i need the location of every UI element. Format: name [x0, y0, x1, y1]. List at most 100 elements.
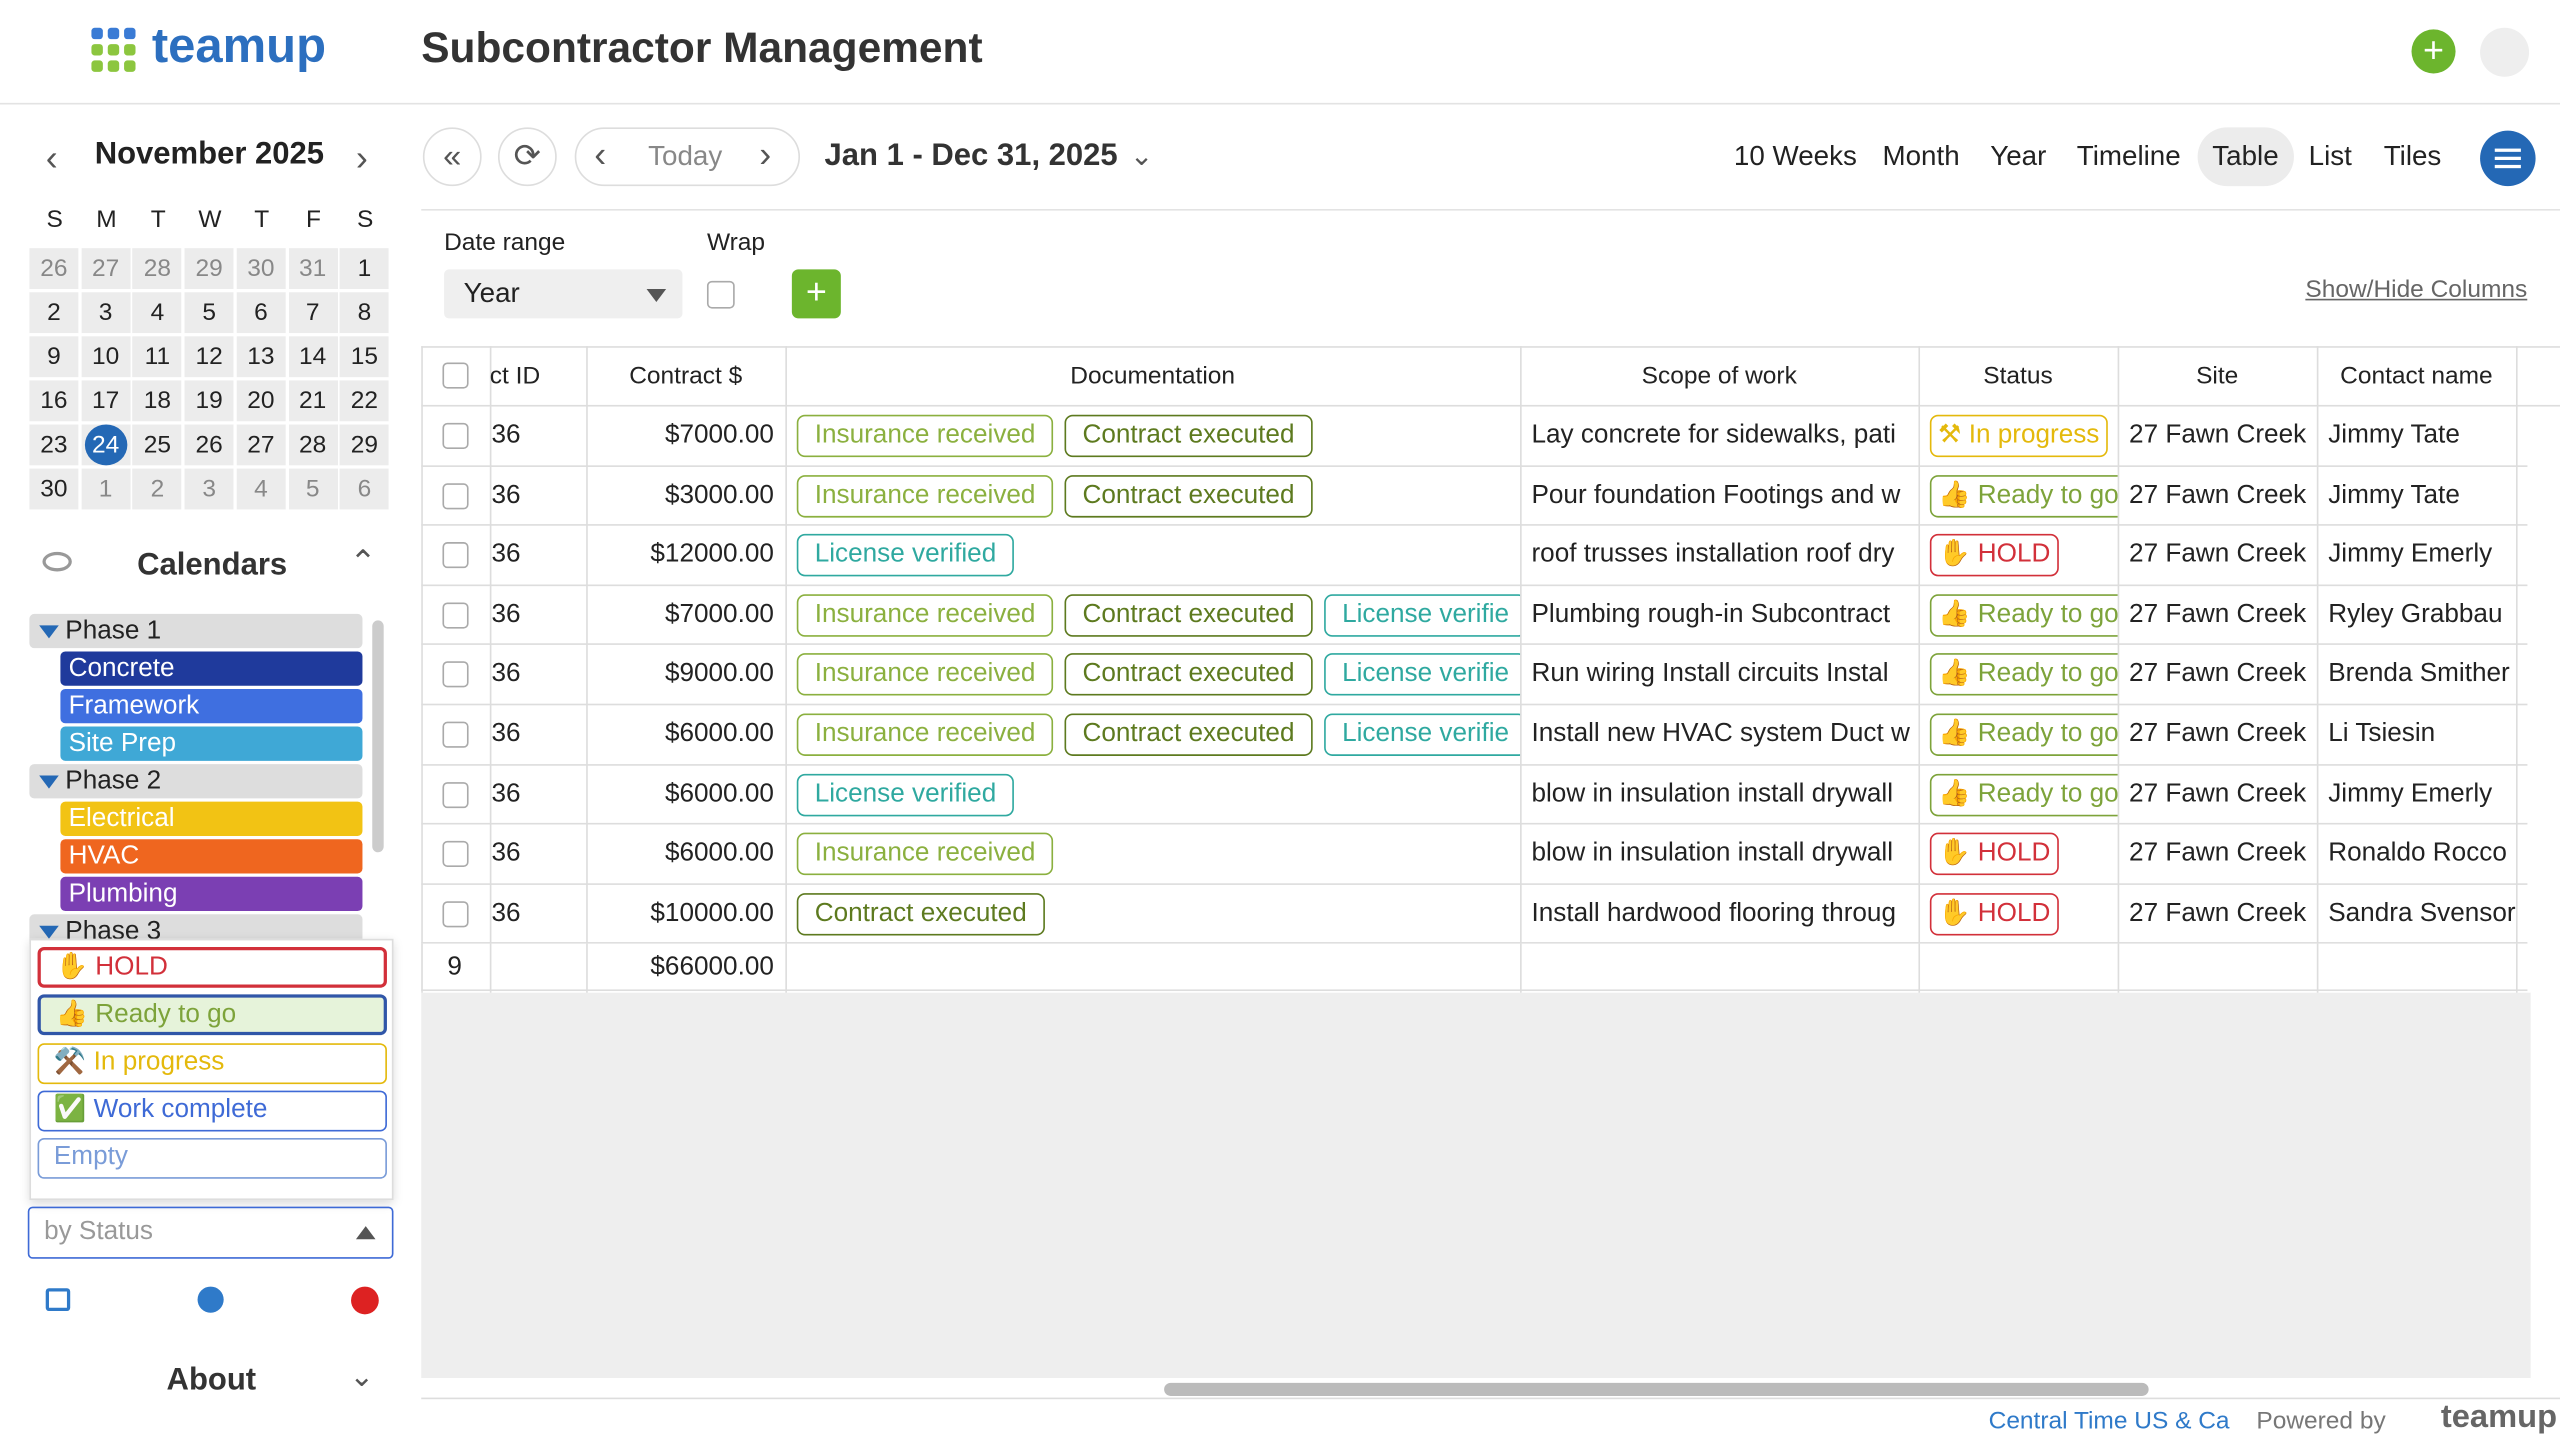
search-button[interactable] — [2480, 27, 2530, 77]
view-tab[interactable]: Year — [1990, 140, 2047, 172]
day-cell[interactable]: 21 — [288, 380, 338, 422]
day-cell[interactable]: 30 — [29, 468, 79, 510]
day-cell[interactable]: 7 — [288, 292, 338, 334]
prev-month[interactable]: ‹ — [45, 137, 58, 178]
day-cell[interactable]: 4 — [236, 468, 286, 510]
day-cell[interactable]: 22 — [339, 380, 389, 422]
day-cell[interactable]: 20 — [236, 380, 286, 422]
day-cell[interactable]: 3 — [184, 468, 234, 510]
day-cell[interactable]: 30 — [236, 248, 286, 289]
footer-brand[interactable]: teamup — [2440, 1399, 2558, 1436]
help-icon[interactable] — [197, 1286, 224, 1313]
status-tag[interactable]: ✋ HOLD — [1929, 892, 2059, 936]
day-cell[interactable]: 8 — [339, 292, 389, 334]
day-cell[interactable]: 11 — [132, 336, 182, 378]
row-checkbox[interactable] — [442, 602, 469, 629]
row-checkbox[interactable] — [442, 841, 469, 868]
day-cell[interactable]: 15 — [339, 336, 389, 378]
day-cell[interactable]: 19 — [184, 380, 234, 422]
column-header[interactable]: Status — [1983, 362, 2053, 391]
row-checkbox[interactable] — [442, 542, 469, 569]
group-header[interactable]: Phase 1 — [29, 613, 363, 649]
day-cell[interactable]: 17 — [81, 380, 131, 422]
day-cell[interactable]: 31 — [288, 248, 338, 289]
day-cell[interactable]: 12 — [184, 336, 234, 378]
day-cell[interactable]: 29 — [184, 248, 234, 289]
day-cell[interactable]: 16 — [29, 380, 79, 422]
status-filter[interactable]: by Status — [27, 1206, 394, 1259]
day-cell[interactable]: 25 — [132, 424, 182, 466]
row-checkbox[interactable] — [442, 661, 469, 689]
status-tag[interactable]: 👍 Ready to go — [1929, 474, 2118, 517]
status-option[interactable]: 👍 Ready to go — [37, 994, 387, 1036]
column-header[interactable]: Contact name — [2340, 362, 2493, 391]
add-column[interactable]: + — [791, 269, 841, 319]
status-option[interactable]: ✋ HOLD — [37, 946, 387, 988]
nav-next[interactable]: › — [759, 133, 772, 175]
about[interactable]: About — [166, 1363, 257, 1398]
calendar-item[interactable]: Framework — [60, 688, 363, 724]
header-checkbox[interactable] — [442, 362, 469, 389]
about-toggle[interactable]: ⌄ — [349, 1360, 375, 1393]
day-cell[interactable]: 4 — [132, 292, 182, 334]
day-cell[interactable]: 2 — [29, 292, 79, 334]
calendar-item[interactable]: Site Prep — [60, 726, 363, 761]
status-tag[interactable]: 👍 Ready to go — [1929, 593, 2118, 637]
status-option[interactable]: ⚒️ In progress — [37, 1042, 387, 1084]
day-cell[interactable]: 5 — [184, 292, 234, 334]
day-cell[interactable]: 27 — [236, 424, 286, 466]
show-hide-columns[interactable]: Show/Hide Columns — [2305, 275, 2528, 304]
status-tag[interactable]: ⚒ In progress — [1929, 414, 2108, 458]
day-cell[interactable]: 29 — [339, 424, 389, 466]
day-cell[interactable]: 24 — [81, 424, 131, 466]
h-scrollbar[interactable] — [1164, 1382, 2149, 1396]
calendar-item[interactable]: HVAC — [60, 839, 363, 874]
row-checkbox[interactable] — [442, 900, 469, 928]
column-header[interactable]: Scope of work — [1641, 362, 1797, 391]
day-cell[interactable]: 14 — [288, 336, 338, 378]
wrap-checkbox[interactable] — [706, 280, 735, 309]
view-tab[interactable]: Tiles — [2383, 140, 2442, 172]
date-range[interactable]: Jan 1 - Dec 31, 2025 — [824, 138, 1118, 174]
date-range-select[interactable]: Year — [444, 269, 683, 319]
calendar-item[interactable]: Electrical — [60, 801, 363, 836]
menu-button[interactable] — [2480, 130, 2536, 187]
timezone[interactable]: Central Time US & Ca — [1988, 1407, 2230, 1436]
day-cell[interactable]: 6 — [236, 292, 286, 334]
status-tag[interactable]: 👍 Ready to go — [1929, 713, 2118, 756]
day-cell[interactable]: 13 — [236, 336, 286, 378]
collapse[interactable]: ⌃ — [349, 545, 377, 582]
calendar-item[interactable]: Concrete — [60, 651, 363, 686]
column-header[interactable]: Documentation — [1070, 362, 1236, 391]
day-cell[interactable]: 1 — [81, 468, 131, 510]
column-header[interactable]: Site — [2196, 362, 2239, 391]
column-header[interactable]: Contract $ — [629, 362, 743, 391]
status-tag[interactable]: ✋ HOLD — [1929, 832, 2059, 876]
status-option[interactable]: ✅ Work complete — [37, 1090, 387, 1132]
nav-first[interactable]: « — [422, 127, 482, 187]
status-tag[interactable]: ✋ HOLD — [1929, 534, 2059, 577]
view-tab[interactable]: Month — [1882, 140, 1960, 172]
share-icon[interactable] — [45, 1288, 71, 1312]
day-cell[interactable]: 26 — [184, 424, 234, 466]
day-cell[interactable]: 9 — [29, 336, 79, 378]
view-tab[interactable]: Table — [2197, 127, 2294, 187]
row-checkbox[interactable] — [442, 781, 469, 808]
group-header[interactable]: Phase 2 — [29, 764, 363, 799]
day-cell[interactable]: 28 — [288, 424, 338, 466]
row-checkbox[interactable] — [442, 721, 469, 748]
view-tab[interactable]: Timeline — [2076, 140, 2181, 172]
nav-prev[interactable]: ‹ — [594, 133, 607, 175]
day-cell[interactable]: 27 — [81, 248, 131, 289]
next-month[interactable]: › — [355, 137, 368, 178]
view-tab[interactable]: 10 Weeks — [1733, 140, 1857, 172]
day-cell[interactable]: 28 — [132, 248, 182, 289]
row-checkbox[interactable] — [442, 422, 469, 449]
day-cell[interactable]: 23 — [29, 424, 79, 466]
status-option[interactable]: Empty — [37, 1138, 387, 1180]
day-cell[interactable]: 5 — [288, 468, 338, 510]
day-cell[interactable]: 18 — [132, 380, 182, 422]
day-cell[interactable]: 10 — [81, 336, 131, 378]
day-cell[interactable]: 6 — [339, 468, 389, 510]
day-cell[interactable]: 26 — [29, 248, 79, 289]
